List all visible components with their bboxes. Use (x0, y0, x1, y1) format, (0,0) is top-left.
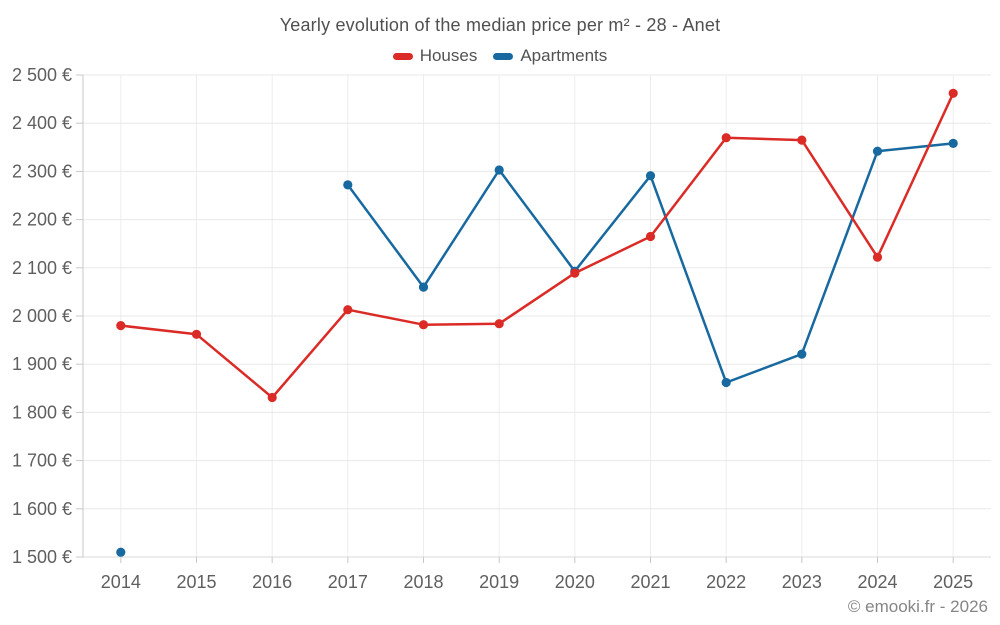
apartments-point (418, 282, 429, 292)
y-axis-label: 2 200 € (12, 210, 72, 230)
apartments-point (721, 377, 731, 388)
y-axis-label: 1 500 € (12, 547, 72, 567)
x-axis-label: 2020 (555, 572, 595, 592)
y-axis-label: 1 600 € (12, 499, 72, 519)
apartments-series (116, 138, 958, 557)
houses-point (191, 329, 202, 339)
copyright-credit: © emooki.fr - 2026 (847, 597, 988, 616)
houses-point (494, 319, 504, 329)
y-axis-label: 2 100 € (12, 258, 72, 278)
houses-point (570, 268, 580, 278)
apartments-point (645, 171, 656, 181)
apartments-point (494, 165, 504, 175)
x-axis-label: 2022 (706, 572, 746, 592)
apartments-point (116, 547, 126, 557)
x-axis-label: 2025 (933, 572, 973, 592)
apartments-point (948, 138, 958, 148)
houses-point (797, 135, 807, 145)
y-axis-label: 2 500 € (12, 65, 72, 85)
y-axis: 1 500 € 1 600 € 1 700 € 1 800 € 1 900 € 2 000… (12, 65, 991, 567)
y-axis-label: 1 900 € (12, 354, 72, 374)
x-axis-label: 2019 (479, 572, 519, 592)
x-axis-label: 2014 (101, 572, 141, 592)
houses-point (645, 231, 656, 242)
chart-legend: Houses Apartments (0, 46, 1000, 66)
houses-line (119, 92, 955, 399)
y-axis-label: 1 700 € (12, 451, 72, 471)
y-axis-label: 1 800 € (12, 402, 72, 422)
legend-item-houses[interactable]: Houses (392, 46, 478, 66)
x-axis-label: 2015 (176, 572, 216, 592)
x-axis-label: 2018 (403, 572, 443, 592)
houses-point (418, 320, 429, 330)
y-axis-label: 2 000 € (12, 306, 72, 326)
x-axis-label: 2017 (328, 572, 368, 592)
houses-series (116, 88, 958, 403)
x-axis-label: 2021 (630, 572, 670, 592)
legend-label-apartments: Apartments (520, 46, 608, 65)
legend-label-houses: Houses (419, 46, 478, 65)
chart-title: Yearly evolution of the median price per… (279, 15, 721, 35)
houses-point (267, 392, 277, 403)
houses-point (948, 88, 958, 98)
x-axis-label: 2023 (782, 572, 822, 592)
x-axis: 2014 2015 2016 2017 2018 2019 2020 2021 2022 2023… (101, 75, 973, 592)
apartments-point (343, 180, 353, 190)
legend-item-apartments[interactable]: Apartments (493, 46, 607, 66)
y-axis-label: 2 300 € (12, 161, 72, 181)
apartments-point (797, 349, 807, 359)
x-axis-label: 2016 (252, 572, 292, 592)
houses-point (872, 252, 883, 262)
x-axis-label: 2024 (857, 572, 897, 592)
y-axis-label: 2 400 € (12, 113, 72, 133)
apartments-point (872, 146, 883, 156)
houses-point (343, 305, 353, 315)
houses-series-swatch-icon (392, 52, 413, 60)
houses-point (721, 133, 731, 143)
apartments-series-swatch-icon (493, 52, 514, 60)
houses-point (116, 321, 126, 331)
